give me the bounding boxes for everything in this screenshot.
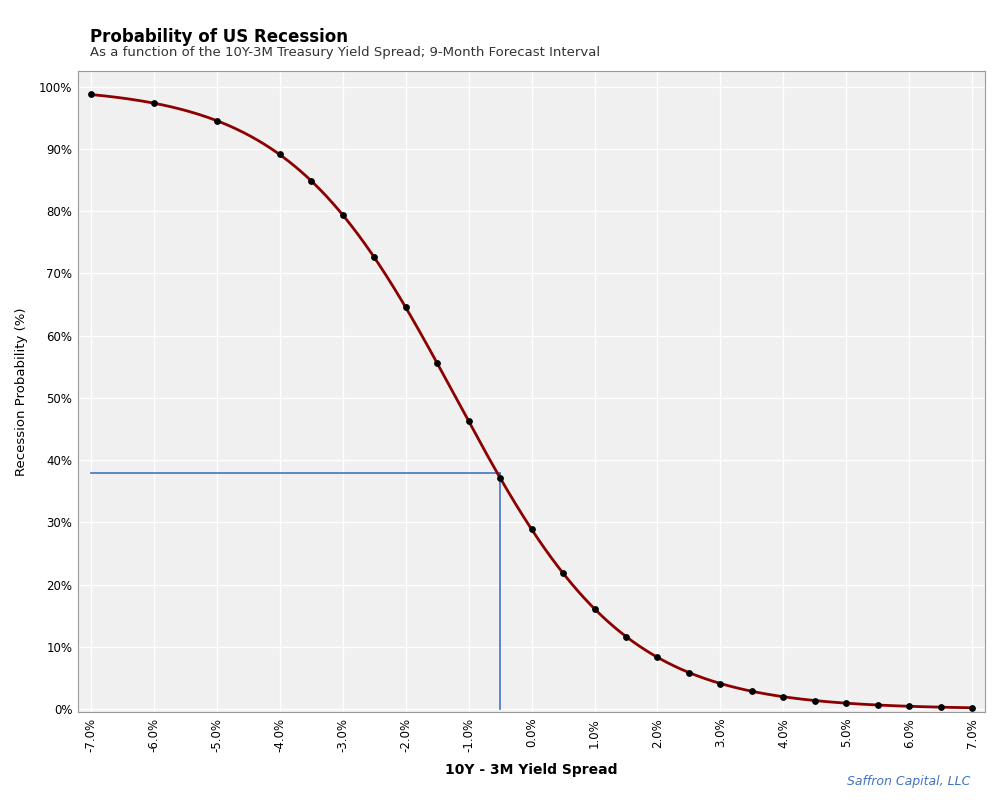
Point [838,697,854,710]
Text: Probability of US Recession: Probability of US Recession [90,28,348,46]
Point [366,250,382,263]
Point [681,666,697,679]
Point [461,414,477,427]
Point [712,677,728,690]
Point [618,630,634,643]
Point [901,700,917,713]
Point [429,357,445,370]
Text: Saffron Capital, LLC: Saffron Capital, LLC [847,775,970,788]
Point [83,88,99,101]
Point [964,702,980,714]
Point [555,566,571,579]
Point [492,471,508,484]
Point [524,522,540,535]
X-axis label: 10Y - 3M Yield Spread: 10Y - 3M Yield Spread [445,763,618,777]
Point [209,114,225,127]
Text: As a function of the 10Y-3M Treasury Yield Spread; 9-Month Forecast Interval: As a function of the 10Y-3M Treasury Yie… [90,46,600,59]
Point [335,208,351,221]
Point [146,97,162,110]
Point [398,301,414,314]
Point [587,602,603,615]
Point [649,651,665,664]
Y-axis label: Recession Probability (%): Recession Probability (%) [15,307,28,476]
Point [870,698,886,711]
Point [272,148,288,161]
Point [775,690,791,703]
Point [807,694,823,707]
Point [744,685,760,698]
Point [303,174,319,187]
Point [933,701,949,714]
